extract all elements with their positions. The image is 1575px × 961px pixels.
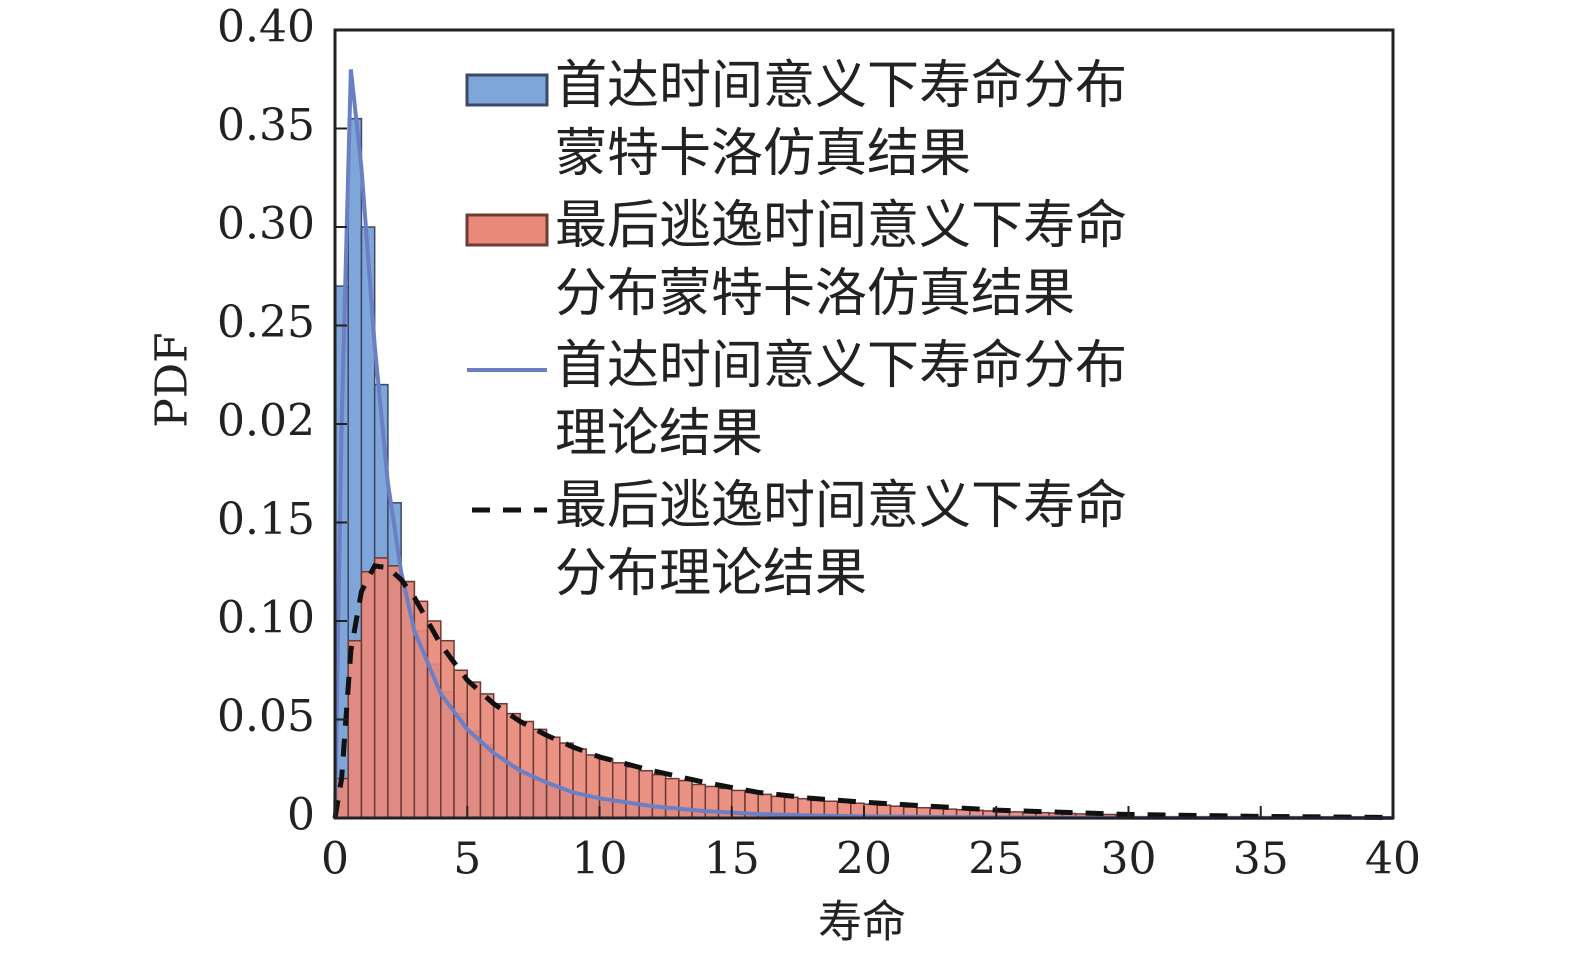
y-tick-label: 0 bbox=[287, 790, 315, 841]
legend-label: 首达时间意义下寿命分布蒙特卡洛仿真结果 bbox=[555, 56, 1128, 184]
x-tick-label: 20 bbox=[836, 834, 892, 885]
y-tick-label: 0.30 bbox=[217, 199, 315, 250]
histogram-bar bbox=[466, 681, 482, 819]
x-tick-label: 5 bbox=[453, 834, 481, 885]
histogram-bar bbox=[387, 565, 402, 819]
histogram-bar bbox=[598, 758, 614, 819]
histogram-bar bbox=[440, 639, 455, 819]
y-tick-label: 0.05 bbox=[217, 691, 315, 742]
y-axis-label: PDF bbox=[147, 332, 198, 427]
histogram-bar bbox=[545, 736, 561, 819]
histogram-bar bbox=[585, 754, 601, 819]
y-tick-label: 0.25 bbox=[217, 297, 315, 348]
legend-label: 最后逃逸时间意义下寿命分布理论结果 bbox=[555, 476, 1128, 604]
x-tick-label: 40 bbox=[1365, 834, 1421, 885]
legend-swatch bbox=[465, 213, 549, 247]
histogram-bar bbox=[678, 779, 693, 819]
legend-swatch bbox=[465, 73, 549, 107]
histogram-bar bbox=[426, 620, 442, 819]
y-tick-label: 0.40 bbox=[217, 2, 315, 53]
histogram-bar bbox=[373, 557, 389, 819]
histogram-bar bbox=[611, 762, 627, 819]
legend-label: 首达时间意义下寿命分布理论结果 bbox=[555, 336, 1128, 464]
histogram-bar bbox=[479, 693, 495, 819]
y-tick-label: 0.02 bbox=[217, 396, 315, 447]
histogram-bar bbox=[638, 769, 654, 819]
histogram-bar bbox=[664, 777, 680, 819]
histogram-bar bbox=[347, 639, 363, 819]
histogram-bar bbox=[360, 571, 376, 819]
y-tick-label: 0.15 bbox=[217, 494, 315, 545]
histogram-bar bbox=[691, 783, 707, 819]
histogram-bar bbox=[625, 766, 640, 819]
x-axis-label: 寿命 bbox=[818, 897, 906, 948]
y-tick-label: 0.35 bbox=[217, 100, 315, 151]
histogram-bar bbox=[532, 728, 548, 819]
histogram-bar bbox=[559, 742, 574, 819]
histogram-bar bbox=[651, 773, 667, 819]
x-tick-label: 35 bbox=[1233, 834, 1289, 885]
y-tick-label: 0.10 bbox=[217, 593, 315, 644]
x-tick-label: 0 bbox=[321, 834, 349, 885]
x-tick-label: 15 bbox=[704, 834, 760, 885]
dashed-line bbox=[332, 563, 1394, 820]
x-tick-label: 25 bbox=[968, 834, 1024, 885]
x-tick-label: 30 bbox=[1101, 834, 1157, 885]
histogram-bar bbox=[572, 748, 588, 819]
legend: 首达时间意义下寿命分布蒙特卡洛仿真结果 最后逃逸时间意义下寿命分布蒙特卡洛仿真结… bbox=[555, 52, 1165, 612]
legend-label: 最后逃逸时间意义下寿命分布蒙特卡洛仿真结果 bbox=[555, 196, 1128, 324]
histogram-bar bbox=[453, 669, 468, 819]
x-tick-label: 10 bbox=[572, 834, 628, 885]
